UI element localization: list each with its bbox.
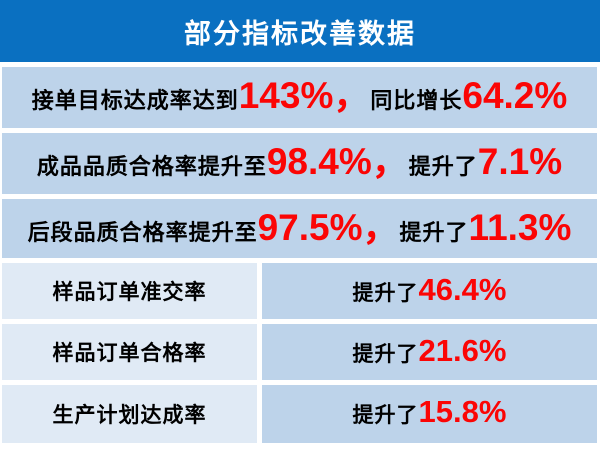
metric-growth-highlight: 64.2%	[462, 75, 568, 116]
metric-label: 样品订单准交率	[52, 281, 207, 304]
metric-prefix: 提升了	[352, 282, 419, 305]
metric-mid-text: 提升了	[399, 220, 469, 245]
metric-value-cell-sample-quality: 提升了 21.6%	[262, 324, 597, 380]
metric-value-highlight: 97.5%，	[257, 207, 400, 248]
metric-prefix: 提升了	[352, 343, 419, 366]
metric-label-cell-sample-quality: 样品订单合格率	[2, 324, 257, 380]
metric-banner-row-order-target: 接单目标达成率达到 143%， 同比增长 64.2%	[2, 67, 597, 128]
metric-growth-highlight: 11.3%	[468, 207, 572, 248]
metric-label: 样品订单合格率	[52, 342, 207, 365]
metric-label-cell-sample-delivery: 样品订单准交率	[2, 263, 257, 319]
metric-value-cell-sample-delivery: 提升了 46.4%	[262, 263, 597, 319]
metric-prefix: 提升了	[352, 404, 419, 427]
metric-value-highlight: 15.8%	[418, 394, 507, 429]
metric-label: 生产计划达成率	[52, 404, 207, 427]
metric-value-highlight: 143%，	[238, 75, 371, 116]
metric-banner-row-backend-quality: 后段品质合格率提升至 97.5%， 提升了 11.3%	[2, 199, 597, 258]
metric-growth-highlight: 7.1%	[477, 141, 563, 182]
metric-lead-text: 接单目标达成率达到	[31, 88, 239, 113]
metric-value-highlight: 21.6%	[418, 333, 507, 368]
metric-value-highlight: 98.4%，	[266, 141, 409, 182]
metric-value-highlight: 46.4%	[418, 272, 507, 307]
metric-banner-row-finished-quality: 成品品质合格率提升至 98.4%， 提升了 7.1%	[2, 133, 597, 194]
page-title: 部分指标改善数据	[184, 18, 416, 49]
metric-mid-text: 提升了	[408, 154, 478, 179]
title-banner: 部分指标改善数据	[0, 0, 600, 62]
metric-mid-text: 同比增长	[370, 88, 463, 113]
metric-value-cell-production-plan: 提升了 15.8%	[262, 385, 597, 443]
metric-lead-text: 后段品质合格率提升至	[27, 220, 258, 245]
metric-label-cell-production-plan: 生产计划达成率	[2, 385, 257, 443]
metric-lead-text: 成品品质合格率提升至	[36, 154, 267, 179]
